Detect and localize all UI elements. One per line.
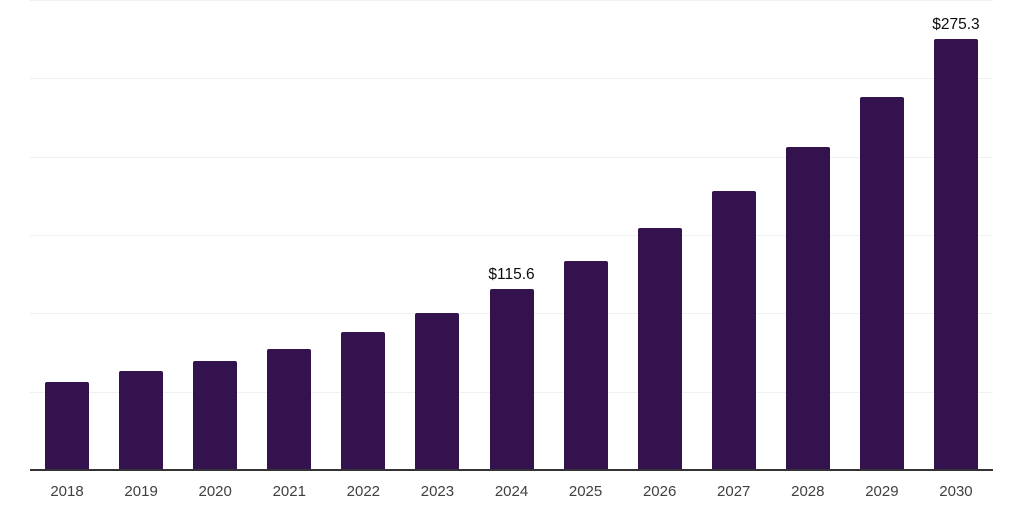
bar-2018 [45,381,90,470]
x-tick-label-2029: 2029 [865,483,899,500]
x-tick-label-2019: 2019 [124,483,158,500]
x-tick-label-2028: 2028 [791,483,825,500]
bar-2030 [933,38,978,470]
bar-2020 [193,360,238,470]
gridline-150 [30,235,993,236]
x-tick-label-2022: 2022 [346,483,381,500]
x-tick-label-2020: 2020 [198,483,232,500]
plot-area: $115.6 $275.3 [30,0,993,471]
x-axis-line [30,469,993,471]
bar-2028 [785,146,830,470]
bar-2023 [415,312,460,470]
data-label-2030: $275.3 [932,15,980,33]
bar-2024 [489,288,534,470]
gridline-300 [30,0,993,1]
bar-2025 [563,260,608,470]
gridline-250 [30,78,993,80]
x-tick-label-2027: 2027 [717,483,751,500]
x-tick-label-2023: 2023 [420,483,455,500]
x-tick-label-2021: 2021 [272,483,306,500]
data-label-2024: $115.6 [488,265,535,283]
x-tick-label-2018: 2018 [50,483,84,500]
x-tick-label-2025: 2025 [568,483,603,500]
bar-2026 [637,228,682,470]
x-tick-label-2026: 2026 [642,483,677,500]
bar-2019 [119,370,164,470]
x-tick-label-2024: 2024 [494,483,529,500]
gridline-200 [30,156,993,158]
bar-2029 [859,96,904,470]
bar-2021 [267,349,312,470]
bar-2027 [711,190,756,470]
x-tick-label-2030: 2030 [939,483,973,500]
bar-2022 [341,332,386,470]
